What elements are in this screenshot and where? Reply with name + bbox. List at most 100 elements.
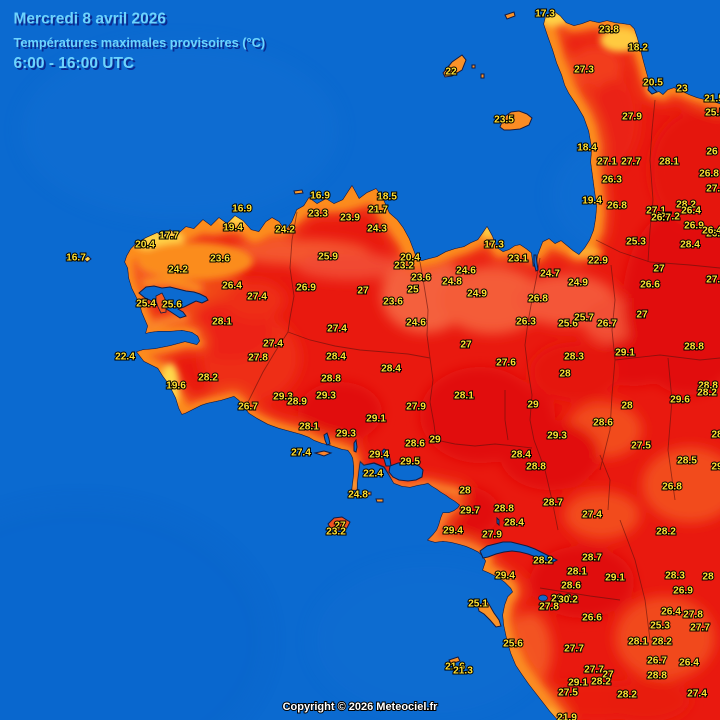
svg-text:28.4: 28.4	[326, 352, 346, 363]
svg-text:25.1: 25.1	[468, 599, 488, 610]
svg-text:25.6: 25.6	[503, 639, 523, 650]
svg-text:28: 28	[621, 401, 633, 412]
svg-text:29.1: 29.1	[605, 573, 625, 584]
svg-text:27.8: 27.8	[683, 610, 703, 621]
svg-text:27.7: 27.7	[584, 665, 604, 676]
svg-text:21.3: 21.3	[453, 666, 473, 677]
svg-text:28.5: 28.5	[677, 456, 697, 467]
svg-text:27.5: 27.5	[558, 688, 578, 699]
svg-text:28.1: 28.1	[299, 422, 319, 433]
svg-text:28: 28	[459, 486, 471, 497]
svg-text:21.9: 21.9	[557, 713, 577, 720]
svg-text:22: 22	[445, 67, 457, 78]
svg-text:24.8: 24.8	[442, 277, 462, 288]
svg-text:27.4: 27.4	[247, 292, 267, 303]
svg-text:28.6: 28.6	[561, 581, 581, 592]
svg-text:25.9: 25.9	[318, 252, 338, 263]
svg-text:29.3: 29.3	[316, 391, 336, 402]
svg-text:23.8: 23.8	[599, 25, 619, 36]
svg-text:29.3: 29.3	[547, 431, 567, 442]
svg-text:23.3: 23.3	[308, 209, 328, 220]
svg-text:29.4: 29.4	[495, 571, 515, 582]
svg-text:26.4: 26.4	[222, 281, 242, 292]
svg-text:29: 29	[429, 435, 441, 446]
svg-text:27.4: 27.4	[687, 689, 707, 700]
svg-text:17.3: 17.3	[535, 9, 555, 20]
svg-text:28.2: 28.2	[198, 373, 218, 384]
svg-text:24.6: 24.6	[456, 266, 476, 277]
svg-text:28.8: 28.8	[647, 671, 667, 682]
svg-text:28.4: 28.4	[680, 240, 700, 251]
svg-text:27.8: 27.8	[248, 353, 268, 364]
svg-text:21.7: 21.7	[368, 205, 388, 216]
svg-text:16.9: 16.9	[232, 204, 252, 215]
svg-text:26.3: 26.3	[602, 175, 622, 186]
svg-text:27.4: 27.4	[327, 324, 347, 335]
svg-text:18.5: 18.5	[377, 192, 397, 203]
svg-text:25: 25	[407, 285, 419, 296]
svg-text:23.2: 23.2	[394, 261, 414, 272]
svg-text:23: 23	[676, 84, 688, 95]
svg-text:26.9: 26.9	[706, 229, 720, 240]
svg-text:Mercredi 8 avril 2026: Mercredi 8 avril 2026	[14, 11, 167, 28]
svg-text:25.5: 25.5	[705, 108, 720, 119]
svg-text:21.5: 21.5	[704, 94, 720, 105]
svg-text:26.4: 26.4	[702, 226, 720, 237]
svg-text:26.4: 26.4	[681, 206, 701, 217]
svg-text:20.5: 20.5	[643, 78, 663, 89]
svg-text:27.7: 27.7	[564, 644, 584, 655]
svg-text:26.6: 26.6	[640, 280, 660, 291]
svg-text:26.8: 26.8	[699, 169, 719, 180]
svg-text:29: 29	[527, 400, 539, 411]
svg-text:27: 27	[357, 286, 369, 297]
svg-text:28.6: 28.6	[405, 439, 425, 450]
svg-text:27.9: 27.9	[622, 112, 642, 123]
svg-text:28.2: 28.2	[656, 527, 676, 538]
svg-text:26.7: 26.7	[647, 656, 667, 667]
svg-text:26.8: 26.8	[607, 201, 627, 212]
svg-text:Températures maximales proviso: Températures maximales provisoires (°C)	[16, 37, 268, 52]
svg-text:27.3: 27.3	[706, 184, 720, 195]
svg-text:17.3: 17.3	[484, 240, 504, 251]
svg-text:19.6: 19.6	[166, 381, 186, 392]
svg-text:23.6: 23.6	[210, 254, 230, 265]
svg-text:26.7: 26.7	[238, 402, 258, 413]
svg-text:24.7: 24.7	[540, 269, 560, 280]
svg-text:23.1: 23.1	[508, 254, 528, 265]
svg-text:26.8: 26.8	[662, 482, 682, 493]
svg-text:26.3: 26.3	[516, 317, 536, 328]
svg-text:30.2: 30.2	[558, 595, 578, 606]
svg-text:24.9: 24.9	[568, 278, 588, 289]
svg-text:24.8: 24.8	[348, 490, 368, 501]
svg-text:28: 28	[702, 572, 714, 583]
svg-text:27.2: 27.2	[660, 212, 680, 223]
svg-text:29.5: 29.5	[400, 457, 420, 468]
svg-text:25.4: 25.4	[136, 299, 156, 310]
svg-text:22.4: 22.4	[115, 352, 135, 363]
svg-text:26.6: 26.6	[582, 613, 602, 624]
svg-text:26.4: 26.4	[661, 607, 681, 618]
svg-text:17.7: 17.7	[159, 231, 179, 242]
svg-text:27.9: 27.9	[406, 402, 426, 413]
svg-text:27: 27	[636, 310, 648, 321]
svg-text:20.4: 20.4	[400, 253, 420, 264]
svg-text:27.1: 27.1	[646, 206, 666, 217]
svg-text:26.9: 26.9	[673, 586, 693, 597]
svg-text:Mercredi 8 avril 2026: Mercredi 8 avril 2026	[16, 13, 169, 30]
svg-text:18.2: 18.2	[628, 43, 648, 54]
svg-text:29.3: 29.3	[273, 392, 293, 403]
svg-text:16.7: 16.7	[66, 253, 86, 264]
svg-text:20.4: 20.4	[135, 240, 155, 251]
svg-text:28.2: 28.2	[533, 556, 553, 567]
svg-text:25.3: 25.3	[626, 237, 646, 248]
svg-text:26.7: 26.7	[597, 319, 617, 330]
svg-text:25.6: 25.6	[558, 319, 578, 330]
svg-text:27: 27	[653, 264, 665, 275]
svg-text:22.4: 22.4	[363, 469, 383, 480]
svg-text:22.9: 22.9	[588, 256, 608, 267]
svg-text:26.8: 26.8	[528, 294, 548, 305]
svg-text:28.4: 28.4	[511, 450, 531, 461]
svg-text:27.4: 27.4	[582, 510, 602, 521]
svg-text:23.6: 23.6	[411, 273, 431, 284]
svg-text:29.4: 29.4	[369, 450, 389, 461]
